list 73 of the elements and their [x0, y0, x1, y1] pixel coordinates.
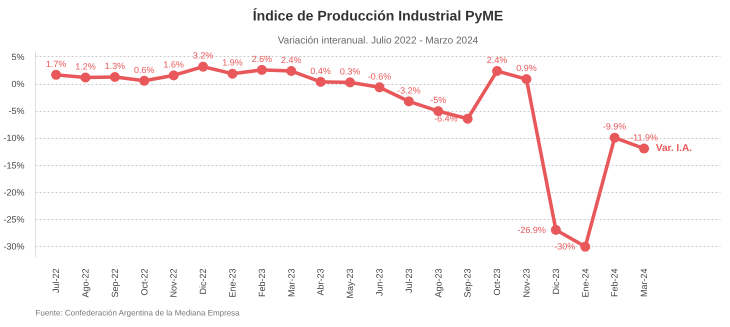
x-tick-label: Jul-22: [51, 268, 62, 294]
point: [550, 224, 561, 235]
x-tick-label: Dic-22: [198, 268, 208, 295]
data-label: -9.9%: [602, 122, 626, 132]
point: [404, 96, 414, 106]
x-tick-label: Oct-23: [492, 268, 502, 296]
point: [345, 77, 356, 88]
y-tick-label: -15%: [3, 160, 25, 170]
x-tick-label: Ene-23: [227, 268, 238, 298]
x-tick-label: Dic-23: [550, 268, 561, 295]
point: [286, 66, 296, 76]
chart-title: Índice de Producción Industrial PyME: [252, 8, 504, 24]
x-tick-label: Mar-23: [286, 268, 296, 298]
y-tick-label: -20%: [3, 187, 25, 198]
y-tick-label: 5%: [11, 52, 25, 62]
point: [110, 72, 120, 82]
series-label: Var. I.A.: [656, 143, 692, 154]
x-tick-label: Nov-23: [521, 268, 532, 298]
x-tick-label: Ago-22: [80, 268, 90, 298]
point: [80, 72, 90, 83]
point: [492, 66, 502, 76]
data-label: 1.3%: [104, 60, 126, 71]
data-label: 1.7%: [46, 58, 66, 69]
data-label: 0.3%: [340, 66, 360, 76]
point: [374, 82, 384, 92]
y-tick-label: -5%: [8, 106, 25, 116]
point: [256, 64, 267, 75]
data-label: -26.9%: [517, 224, 546, 235]
chart-subtitle: Variación interanual. Julio 2022 - Marzo 2024: [278, 36, 479, 46]
y-tick-label: -25%: [3, 214, 25, 225]
x-tick-label: Jun-23: [374, 268, 384, 296]
point: [139, 76, 150, 86]
data-label: 2.6%: [252, 54, 272, 64]
point: [168, 70, 179, 80]
point: [198, 62, 208, 72]
data-label: 1.6%: [163, 59, 184, 70]
data-label: -0.6%: [368, 71, 392, 82]
data-label: -3.2%: [397, 85, 421, 96]
point: [51, 70, 62, 80]
point: [521, 74, 532, 84]
point: [316, 76, 326, 87]
x-tick-label: Feb-24: [610, 268, 620, 298]
data-label: -11.9%: [630, 132, 658, 143]
data-label: -5%: [430, 95, 446, 106]
x-tick-label: Ene-24: [580, 268, 590, 298]
x-tick-label: Oct-22: [139, 268, 150, 296]
point: [639, 144, 650, 154]
x-tick-label: May-23: [345, 268, 356, 299]
x-tick-label: Mar-24: [639, 268, 650, 298]
data-label: 2.4%: [281, 55, 302, 66]
data-label: 1.2%: [75, 62, 96, 72]
x-tick-label: Ago-23: [433, 268, 444, 298]
x-tick-label: Nov-22: [168, 268, 179, 298]
point: [580, 242, 590, 252]
x-tick-label: Jul-23: [404, 268, 414, 294]
source-note: Fuente: Confederación Argentina de la Mediana Empresa: [36, 308, 240, 318]
data-label: 0.9%: [516, 63, 537, 74]
point: [227, 68, 238, 79]
x-tick-label: Abr-23: [316, 268, 326, 296]
data-label: -30%: [554, 242, 576, 252]
x-tick-label: Sep-22: [110, 268, 120, 298]
point: [462, 114, 473, 124]
data-label: 0.4%: [310, 66, 331, 76]
y-tick-label: -10%: [3, 133, 25, 144]
y-tick-label: 0%: [11, 79, 25, 90]
point: [610, 132, 620, 143]
data-label: 3.2%: [192, 50, 214, 61]
data-label: 2.4%: [486, 55, 508, 66]
x-tick-label: Feb-23: [256, 268, 267, 298]
data-label: 0.6%: [134, 64, 155, 75]
x-tick-label: Sep-23: [462, 268, 473, 298]
data-label: 1.9%: [222, 58, 243, 68]
y-tick-label: -30%: [3, 242, 25, 252]
